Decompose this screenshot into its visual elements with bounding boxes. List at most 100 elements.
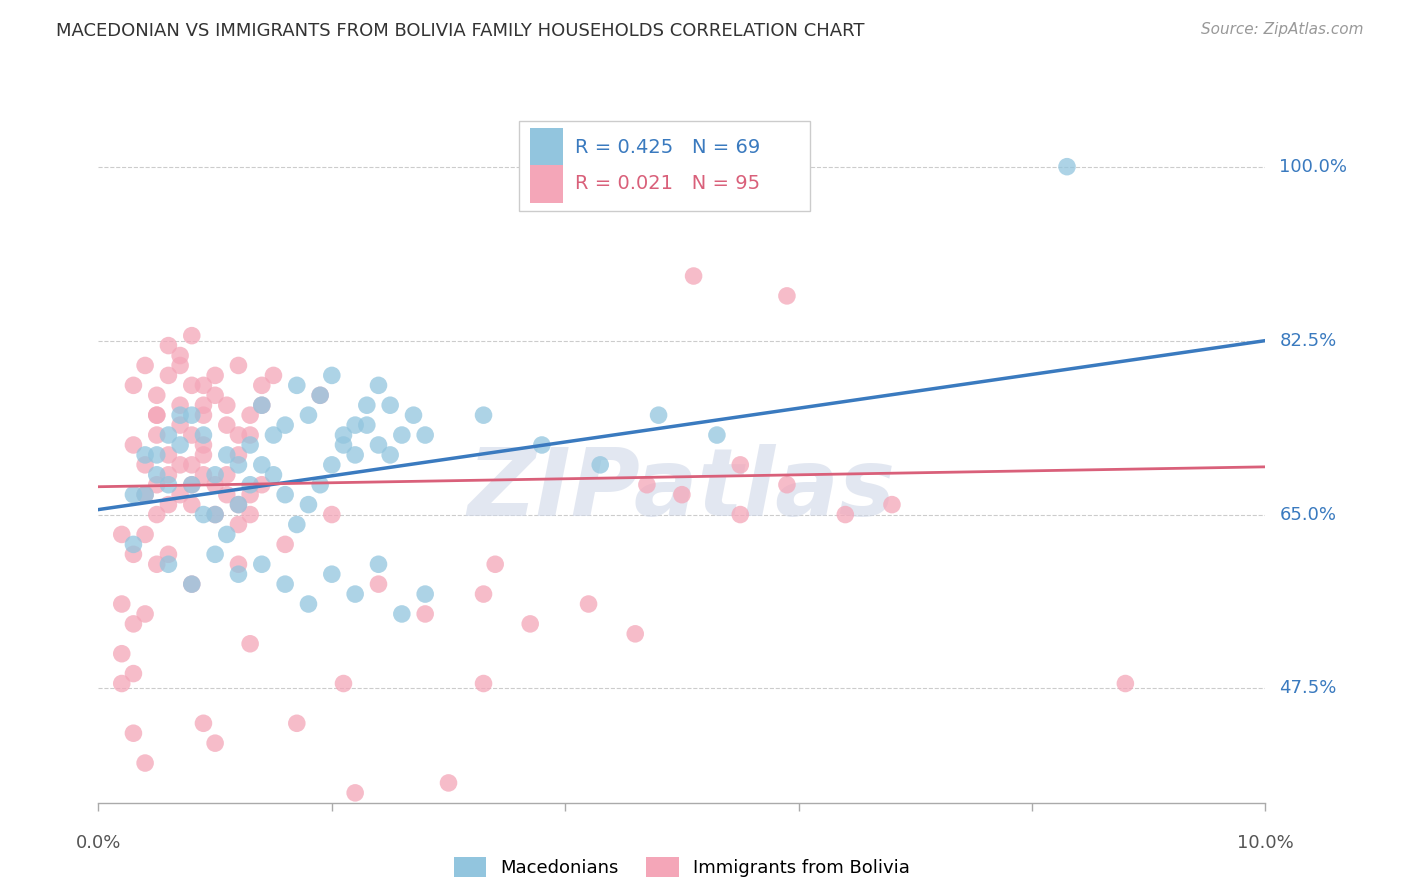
- Point: [193, 408, 215, 422]
- Point: [215, 418, 238, 433]
- Point: [391, 607, 413, 621]
- Point: [274, 488, 297, 502]
- Point: [228, 448, 250, 462]
- Point: [180, 408, 202, 422]
- Point: [193, 467, 215, 482]
- Point: [332, 428, 354, 442]
- Point: [215, 448, 238, 462]
- Point: [321, 368, 343, 383]
- Point: [193, 378, 215, 392]
- Point: [402, 408, 425, 422]
- Point: [728, 508, 751, 522]
- Point: [111, 647, 134, 661]
- Point: [204, 508, 226, 522]
- Point: [728, 458, 751, 472]
- Point: [250, 398, 273, 412]
- Point: [134, 756, 156, 770]
- Point: [215, 488, 238, 502]
- Point: [157, 498, 180, 512]
- Point: [122, 378, 145, 392]
- Point: [228, 428, 250, 442]
- Point: [344, 786, 367, 800]
- Point: [250, 378, 273, 392]
- Text: ZIPatlas: ZIPatlas: [468, 443, 896, 536]
- Point: [134, 488, 156, 502]
- Point: [262, 368, 284, 383]
- Point: [193, 438, 215, 452]
- Point: [285, 378, 308, 392]
- Point: [578, 597, 600, 611]
- Point: [332, 676, 354, 690]
- Point: [204, 508, 226, 522]
- Point: [250, 398, 273, 412]
- Point: [285, 716, 308, 731]
- Point: [169, 408, 191, 422]
- Point: [157, 428, 180, 442]
- Point: [134, 527, 156, 541]
- Point: [647, 408, 669, 422]
- Point: [111, 676, 134, 690]
- Point: [880, 498, 903, 512]
- Point: [239, 438, 262, 452]
- Point: [228, 498, 250, 512]
- Point: [157, 558, 180, 572]
- Point: [146, 448, 169, 462]
- Text: 0.0%: 0.0%: [76, 834, 121, 852]
- Point: [193, 716, 215, 731]
- Point: [122, 726, 145, 740]
- Point: [321, 458, 343, 472]
- Point: [193, 448, 215, 462]
- Point: [285, 517, 308, 532]
- Point: [169, 438, 191, 452]
- Text: 82.5%: 82.5%: [1279, 332, 1337, 350]
- Point: [122, 547, 145, 561]
- Point: [413, 428, 436, 442]
- Point: [134, 488, 156, 502]
- Point: [344, 448, 367, 462]
- Point: [228, 517, 250, 532]
- Point: [204, 368, 226, 383]
- Point: [367, 558, 389, 572]
- Point: [146, 388, 169, 402]
- Point: [204, 467, 226, 482]
- Text: 10.0%: 10.0%: [1237, 834, 1294, 852]
- Point: [367, 438, 389, 452]
- Point: [332, 438, 354, 452]
- Text: 100.0%: 100.0%: [1279, 158, 1347, 176]
- Point: [239, 488, 262, 502]
- Text: R = 0.021   N = 95: R = 0.021 N = 95: [575, 174, 759, 193]
- Point: [624, 627, 647, 641]
- Point: [146, 428, 169, 442]
- Point: [472, 676, 495, 690]
- Point: [111, 527, 134, 541]
- Point: [530, 438, 553, 452]
- Point: [239, 637, 262, 651]
- Point: [180, 498, 202, 512]
- Point: [636, 477, 658, 491]
- Point: [239, 508, 262, 522]
- FancyBboxPatch shape: [519, 121, 810, 211]
- Point: [682, 268, 704, 283]
- Point: [157, 368, 180, 383]
- Point: [309, 388, 332, 402]
- Point: [157, 547, 180, 561]
- Point: [834, 508, 856, 522]
- Point: [776, 289, 799, 303]
- Point: [180, 477, 202, 491]
- Point: [146, 408, 169, 422]
- Point: [378, 448, 402, 462]
- Legend: Macedonians, Immigrants from Bolivia: Macedonians, Immigrants from Bolivia: [447, 850, 917, 884]
- Point: [180, 378, 202, 392]
- Point: [146, 508, 169, 522]
- Point: [228, 458, 250, 472]
- Point: [344, 418, 367, 433]
- Point: [134, 458, 156, 472]
- Point: [193, 398, 215, 412]
- Point: [391, 428, 413, 442]
- Point: [367, 577, 389, 591]
- Point: [776, 477, 799, 491]
- Point: [367, 378, 389, 392]
- Point: [228, 498, 250, 512]
- Point: [215, 527, 238, 541]
- Point: [262, 467, 284, 482]
